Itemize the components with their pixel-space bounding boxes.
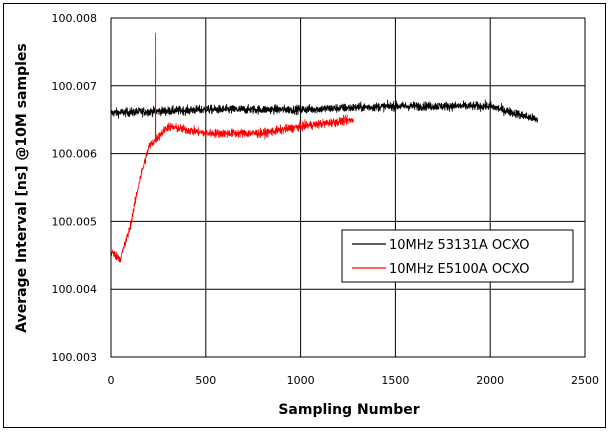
y-tick-label: 100.008 — [52, 12, 98, 25]
legend-label-e5100a: 10MHz E5100A OCXO — [389, 262, 529, 277]
x-tick-label: 2000 — [476, 374, 504, 387]
legend: 10MHz 53131A OCXO 10MHz E5100A OCXO — [341, 229, 574, 283]
grid — [110, 17, 586, 358]
x-tick-label: 2500 — [571, 374, 599, 387]
x-tick-label: 1000 — [287, 374, 315, 387]
x-tick-label: 500 — [195, 374, 216, 387]
series-line-1 — [110, 32, 355, 263]
series-line-0 — [110, 99, 538, 123]
y-tick-label: 100.007 — [52, 80, 98, 93]
y-tick-label: 100.003 — [52, 351, 98, 364]
y-axis-label: Average Interval [ns] @10M samples — [14, 43, 30, 333]
y-tick-labels: 100.003 100.004 100.005 100.006 100.007 100.0… — [52, 12, 98, 364]
x-tick-label: 1500 — [381, 374, 409, 387]
y-tick-label: 100.005 — [52, 215, 98, 228]
x-tick-labels: 0 500 1000 1500 2000 2500 — [108, 374, 600, 387]
plot-area — [110, 17, 586, 358]
x-tick-label: 0 — [108, 374, 115, 387]
legend-box — [341, 229, 574, 283]
y-tick-label: 100.004 — [52, 283, 98, 296]
y-tick-label: 100.006 — [52, 148, 98, 161]
legend-label-53131a: 10MHz 53131A OCXO — [389, 238, 530, 253]
x-axis-label: Sampling Number — [278, 402, 419, 418]
series-layer — [110, 32, 538, 263]
